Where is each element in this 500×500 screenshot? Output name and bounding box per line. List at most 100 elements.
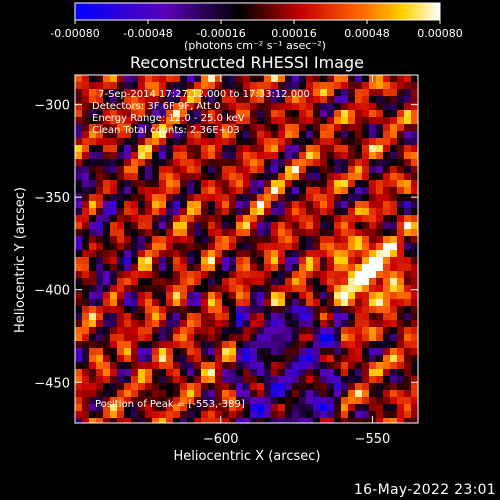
heatmap-cell bbox=[264, 75, 272, 83]
heatmap-cell bbox=[348, 229, 356, 237]
heatmap-cell bbox=[82, 264, 90, 272]
heatmap-cell bbox=[369, 383, 377, 391]
heatmap-cell bbox=[411, 145, 418, 153]
heatmap-cell bbox=[180, 145, 188, 153]
heatmap-cell bbox=[390, 355, 398, 363]
heatmap-cell bbox=[376, 285, 384, 293]
heatmap-cell bbox=[327, 110, 335, 118]
heatmap-cell bbox=[145, 131, 153, 139]
heatmap-cell bbox=[194, 215, 202, 223]
heatmap-cell bbox=[299, 397, 307, 405]
heatmap-cell bbox=[250, 334, 258, 342]
heatmap-cell bbox=[278, 278, 286, 286]
heatmap-cell bbox=[229, 292, 237, 300]
heatmap-cell bbox=[362, 376, 370, 384]
heatmap-cell bbox=[166, 131, 174, 139]
heatmap-cell bbox=[187, 320, 195, 328]
heatmap-cell bbox=[89, 362, 97, 370]
heatmap-cell bbox=[411, 215, 418, 223]
heatmap-cell bbox=[152, 299, 160, 307]
heatmap-cell bbox=[341, 313, 349, 321]
heatmap-cell bbox=[152, 145, 160, 153]
heatmap-cell bbox=[306, 124, 314, 132]
heatmap-cell bbox=[292, 418, 300, 423]
heatmap-cell bbox=[264, 166, 272, 174]
heatmap-cell bbox=[110, 404, 118, 412]
heatmap-cell bbox=[313, 299, 321, 307]
heatmap-cell bbox=[362, 306, 370, 314]
heatmap-cell bbox=[250, 390, 258, 398]
heatmap-cell bbox=[103, 152, 111, 160]
heatmap-cell bbox=[397, 299, 405, 307]
heatmap-cell bbox=[383, 180, 391, 188]
heatmap-cell bbox=[236, 383, 244, 391]
heatmap-cell bbox=[285, 257, 293, 265]
heatmap-cell bbox=[89, 299, 97, 307]
heatmap-cell bbox=[166, 124, 174, 132]
heatmap-cell bbox=[320, 278, 328, 286]
heatmap-cell bbox=[229, 257, 237, 265]
y-tick-label: −450 bbox=[34, 376, 70, 391]
heatmap-cell bbox=[152, 341, 160, 349]
heatmap-cell bbox=[383, 271, 391, 279]
peak-position-label: Position of Peak = [-553,-389] bbox=[95, 399, 245, 410]
heatmap-cell bbox=[229, 341, 237, 349]
heatmap-cell bbox=[313, 257, 321, 265]
heatmap-cell bbox=[327, 152, 335, 160]
heatmap-cell bbox=[313, 348, 321, 356]
heatmap-cell bbox=[166, 264, 174, 272]
heatmap-cell bbox=[327, 299, 335, 307]
heatmap-cell bbox=[411, 411, 418, 419]
heatmap-cell bbox=[159, 313, 167, 321]
heatmap-cell bbox=[229, 250, 237, 258]
heatmap-cell bbox=[187, 201, 195, 209]
heatmap-cell bbox=[222, 75, 230, 83]
heatmap-cell bbox=[222, 138, 230, 146]
heatmap-cell bbox=[404, 390, 412, 398]
heatmap-cell bbox=[145, 152, 153, 160]
heatmap-cell bbox=[124, 313, 132, 321]
heatmap-cell bbox=[327, 215, 335, 223]
heatmap-cell bbox=[299, 376, 307, 384]
heatmap-cell bbox=[180, 313, 188, 321]
heatmap-cell bbox=[236, 327, 244, 335]
heatmap-cell bbox=[187, 89, 195, 97]
heatmap-cell bbox=[201, 369, 209, 377]
heatmap-cell bbox=[320, 376, 328, 384]
heatmap-cell bbox=[292, 215, 300, 223]
heatmap-cell bbox=[320, 292, 328, 300]
heatmap-cell bbox=[159, 173, 167, 181]
heatmap-cell bbox=[194, 138, 202, 146]
heatmap-cell bbox=[89, 229, 97, 237]
heatmap-cell bbox=[376, 250, 384, 258]
heatmap-cell bbox=[362, 89, 370, 97]
heatmap-cell bbox=[411, 187, 418, 195]
heatmap-cell bbox=[404, 187, 412, 195]
heatmap-cell bbox=[257, 404, 265, 412]
heatmap-cell bbox=[355, 194, 363, 202]
heatmap-cell bbox=[117, 236, 125, 244]
heatmap-cell bbox=[306, 82, 314, 90]
heatmap-cell bbox=[390, 173, 398, 181]
heatmap-cell bbox=[341, 271, 349, 279]
heatmap-cell bbox=[159, 194, 167, 202]
heatmap-cell bbox=[208, 404, 216, 412]
heatmap-cell bbox=[299, 222, 307, 230]
heatmap-cell bbox=[362, 229, 370, 237]
heatmap-cell bbox=[299, 173, 307, 181]
heatmap-cell bbox=[271, 145, 279, 153]
heatmap-cell bbox=[355, 243, 363, 251]
heatmap-cell bbox=[145, 180, 153, 188]
heatmap-cell bbox=[166, 229, 174, 237]
heatmap-cell bbox=[103, 131, 111, 139]
heatmap-cell bbox=[173, 201, 181, 209]
heatmap-cell bbox=[131, 187, 139, 195]
heatmap-cell bbox=[103, 187, 111, 195]
heatmap-cell bbox=[285, 201, 293, 209]
heatmap-cell bbox=[82, 327, 90, 335]
heatmap-cell bbox=[271, 229, 279, 237]
heatmap-cell bbox=[166, 285, 174, 293]
heatmap-cell bbox=[152, 243, 160, 251]
heatmap-cell bbox=[369, 96, 377, 104]
heatmap-cell bbox=[355, 173, 363, 181]
